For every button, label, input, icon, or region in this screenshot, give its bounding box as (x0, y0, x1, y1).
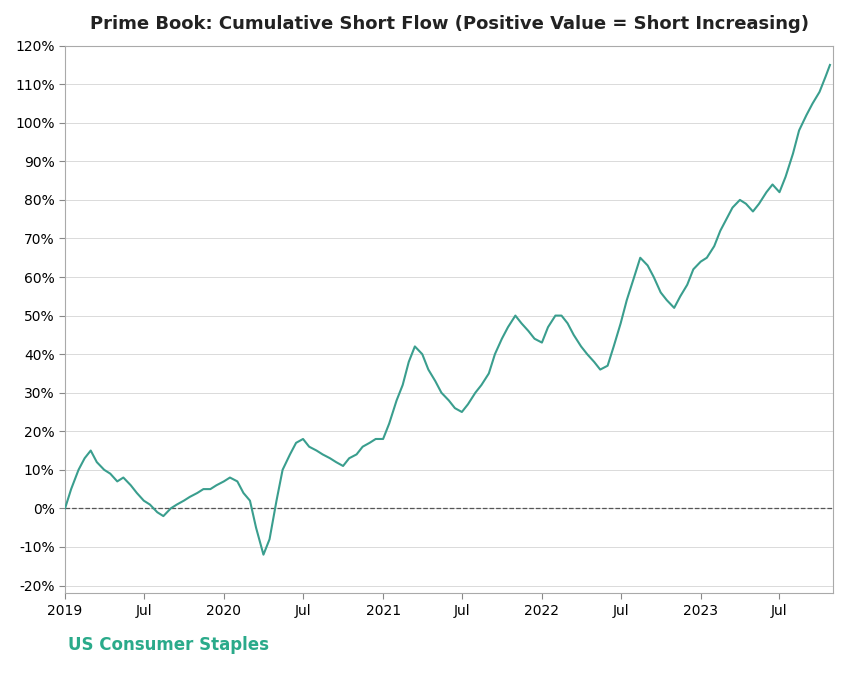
Text: US Consumer Staples: US Consumer Staples (68, 636, 269, 654)
Title: Prime Book: Cumulative Short Flow (Positive Value = Short Increasing): Prime Book: Cumulative Short Flow (Posit… (90, 15, 808, 33)
